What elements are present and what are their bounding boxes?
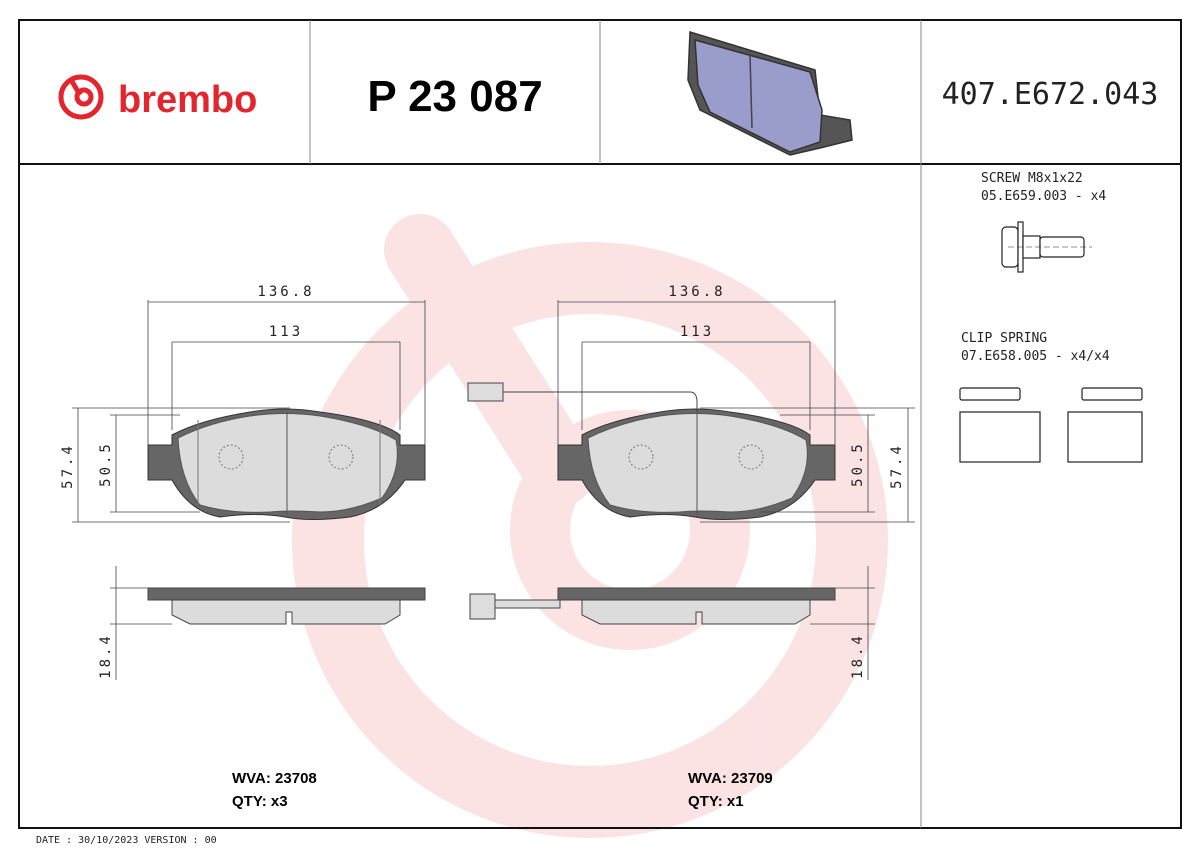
- dim-right-inner-width: 113: [680, 324, 714, 340]
- left-pad-side-view: [147, 587, 426, 625]
- dim-right-thickness: 18.4: [850, 633, 866, 679]
- clip-code: 07.E658.005 - x4/x4: [961, 349, 1110, 364]
- wear-sensor: [467, 382, 698, 412]
- screw-title: SCREW M8x1x22: [981, 171, 1083, 186]
- brembo-watermark: [292, 214, 888, 838]
- dim-left-inner-width: 113: [269, 324, 303, 340]
- left-wva: WVA: 23708: [232, 770, 317, 787]
- right-pad-side-view: [469, 587, 836, 625]
- reference-code: 407.E672.043: [942, 77, 1159, 112]
- right-wva: WVA: 23709: [688, 770, 773, 787]
- dimension-lines: [72, 300, 915, 680]
- date-version: DATE : 30/10/2023 VERSION : 00: [36, 835, 217, 846]
- dim-left-thickness: 18.4: [98, 633, 114, 679]
- dim-right-overall-height: 57.4: [889, 443, 905, 489]
- brand-name: brembo: [118, 79, 257, 121]
- dim-left-overall-height: 57.4: [60, 443, 76, 489]
- part-number: P 23 087: [367, 72, 542, 121]
- right-qty: QTY: x1: [688, 793, 744, 810]
- screw-icon: [1001, 221, 1092, 273]
- drawing-frame: [18, 19, 1182, 829]
- dim-left-inner-height: 50.5: [98, 441, 114, 487]
- dim-left-overall-width: 136.8: [257, 284, 314, 300]
- clip-spring-icons: [959, 387, 1143, 463]
- right-pad-front-view: [467, 382, 836, 520]
- left-qty: QTY: x3: [232, 793, 288, 810]
- screw-code: 05.E659.003 - x4: [981, 189, 1106, 204]
- brembo-logo: brembo: [58, 74, 257, 121]
- clip-title: CLIP SPRING: [961, 331, 1047, 346]
- brake-pad-render: [687, 31, 853, 156]
- left-pad-front-view: [147, 408, 426, 520]
- dim-right-inner-height: 50.5: [850, 441, 866, 487]
- dim-right-overall-width: 136.8: [668, 284, 725, 300]
